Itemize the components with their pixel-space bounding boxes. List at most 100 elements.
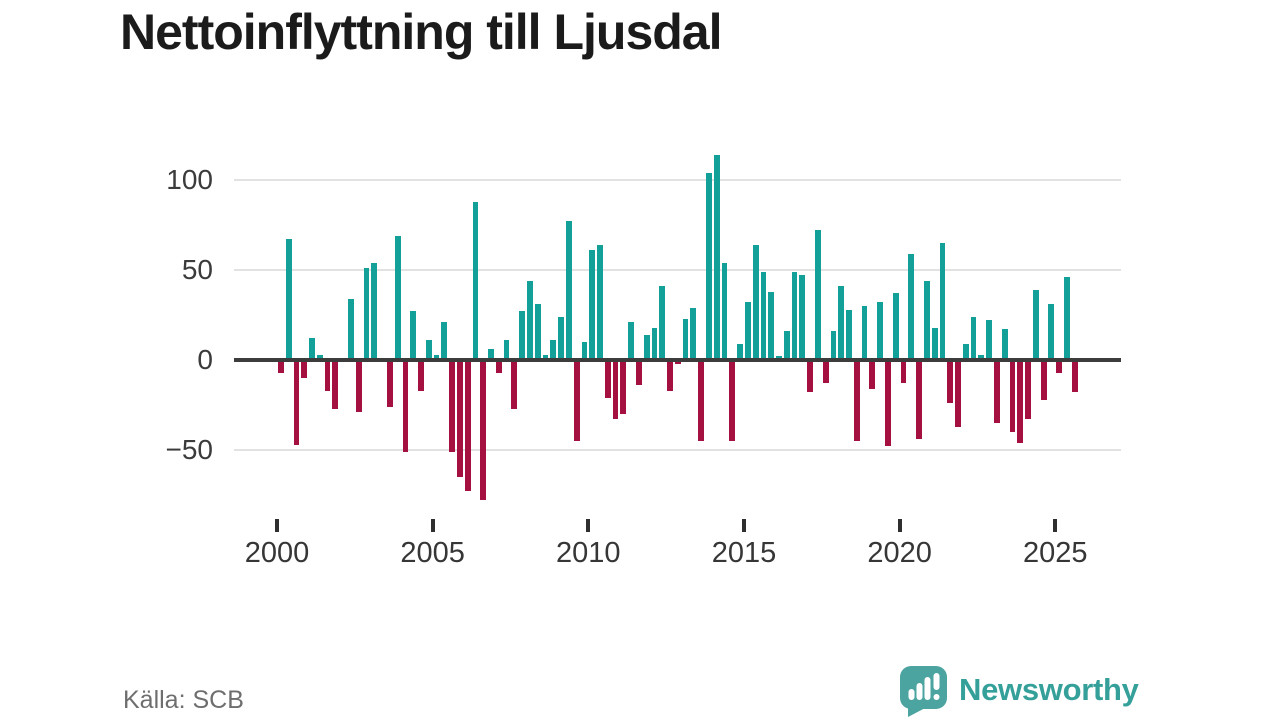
bar-2006-Q4 — [488, 349, 494, 360]
bar-2004-Q1 — [402, 360, 409, 452]
bar-2014-Q3 — [729, 360, 736, 441]
bar-2003-Q3 — [386, 360, 393, 407]
bar-2001-Q4 — [332, 360, 339, 409]
bar-2023-Q4 — [1017, 360, 1024, 443]
bar-2013-Q4 — [706, 172, 712, 360]
brand-wordmark: Newsworthy — [959, 672, 1139, 707]
x-axis-tick-mark — [586, 519, 591, 532]
bar-2021-Q2 — [939, 243, 946, 360]
bar-2017-Q3 — [822, 360, 829, 384]
gridline — [234, 179, 1121, 181]
bar-2001-Q1 — [309, 338, 315, 360]
bar-2015-Q2 — [752, 244, 759, 360]
bar-2001-Q2 — [316, 354, 323, 360]
bar-2023-Q1 — [994, 360, 1000, 423]
bar-2008-Q1 — [527, 280, 533, 360]
bar-2011-Q1 — [620, 360, 627, 414]
bar-2019-Q1 — [869, 360, 876, 389]
bar-2023-Q3 — [1009, 360, 1016, 432]
bar-2009-Q4 — [581, 342, 588, 360]
x-axis-tick-mark — [275, 519, 279, 532]
bar-2025-Q3 — [1071, 360, 1078, 393]
bar-2016-Q3 — [791, 271, 798, 360]
x-axis-tick-label: 2010 — [556, 537, 621, 569]
bar-2004-Q4 — [425, 340, 432, 360]
bar-2001-Q3 — [324, 360, 331, 391]
bar-2006-Q1 — [464, 360, 471, 492]
gridline — [234, 269, 1121, 271]
bar-2014-Q4 — [737, 343, 743, 360]
bar-2021-Q4 — [955, 360, 961, 427]
bar-2004-Q3 — [418, 360, 424, 391]
bar-2006-Q2 — [472, 201, 479, 360]
bar-2013-Q2 — [690, 307, 697, 360]
x-axis-tick-mark — [1053, 519, 1058, 532]
bar-2019-Q2 — [877, 302, 884, 360]
bar-2014-Q1 — [713, 154, 720, 360]
bar-2022-Q2 — [970, 316, 977, 360]
x-axis-tick-label: 2000 — [244, 537, 310, 569]
bar-2009-Q1 — [558, 316, 564, 360]
bar-2011-Q2 — [628, 322, 635, 360]
bar-2007-Q4 — [519, 311, 526, 360]
bar-2007-Q2 — [503, 340, 510, 360]
x-axis-tick-mark — [741, 519, 746, 532]
bar-2002-Q2 — [348, 298, 354, 360]
y-axis-tick-label: −50 — [165, 434, 214, 465]
source-caption: Källa: SCB — [123, 686, 244, 714]
brand-logo: Newsworthy — [899, 665, 1139, 719]
bar-2012-Q1 — [651, 327, 658, 360]
bar-2013-Q3 — [698, 360, 705, 441]
bar-2018-Q2 — [846, 309, 852, 360]
bar-2022-Q1 — [962, 343, 969, 360]
bar-2020-Q4 — [923, 280, 930, 360]
bar-2022-Q4 — [986, 320, 993, 360]
bar-2020-Q3 — [916, 360, 922, 440]
bar-2018-Q1 — [838, 286, 845, 360]
bar-2017-Q1 — [807, 360, 814, 393]
bar-2008-Q4 — [550, 340, 557, 360]
bar-2000-Q4 — [301, 360, 308, 378]
bar-2012-Q2 — [659, 286, 666, 360]
chart-title: Nettoinflyttning till Ljusdal — [120, 4, 722, 60]
bar-2018-Q4 — [861, 306, 868, 360]
y-axis-tick-label: 100 — [166, 164, 213, 195]
bar-2019-Q3 — [885, 360, 891, 447]
bar-2005-Q3 — [449, 360, 456, 452]
bar-2005-Q4 — [457, 360, 463, 477]
bar-2005-Q2 — [441, 322, 448, 360]
bar-2021-Q1 — [931, 327, 938, 360]
bar-2025-Q2 — [1064, 277, 1070, 360]
bar-2008-Q3 — [542, 354, 549, 360]
bar-2024-Q1 — [1025, 360, 1031, 420]
x-axis-tick-mark — [897, 519, 902, 532]
bar-2003-Q4 — [394, 235, 401, 360]
gridline — [234, 449, 1121, 451]
bar-2024-Q2 — [1032, 289, 1039, 360]
bar-2011-Q3 — [636, 360, 642, 386]
bar-2010-Q1 — [589, 250, 596, 360]
x-axis-tick-label: 2025 — [1023, 537, 1088, 569]
y-axis-tick-label: 0 — [197, 344, 213, 375]
newsworthy-speech-bubble-bar-chart-icon — [900, 666, 947, 717]
bar-2009-Q3 — [573, 360, 580, 441]
bar-2000-Q3 — [293, 360, 300, 445]
bar-2022-Q3 — [978, 354, 985, 360]
bar-2015-Q4 — [768, 291, 775, 360]
bar-2015-Q3 — [760, 271, 767, 360]
bar-2021-Q3 — [947, 360, 954, 404]
bar-2000-Q2 — [285, 239, 292, 360]
bar-2024-Q3 — [1040, 360, 1047, 400]
bar-2017-Q4 — [830, 331, 837, 360]
bar-2009-Q2 — [565, 221, 572, 360]
bar-2002-Q3 — [355, 360, 362, 413]
bar-2018-Q3 — [853, 360, 860, 441]
bar-2023-Q2 — [1001, 329, 1008, 360]
bar-2016-Q4 — [799, 275, 806, 360]
bar-2013-Q1 — [682, 318, 689, 360]
bar-2006-Q3 — [480, 360, 487, 501]
bar-2010-Q2 — [597, 244, 603, 360]
bar-2005-Q1 — [433, 354, 440, 360]
bar-2007-Q3 — [511, 360, 518, 409]
